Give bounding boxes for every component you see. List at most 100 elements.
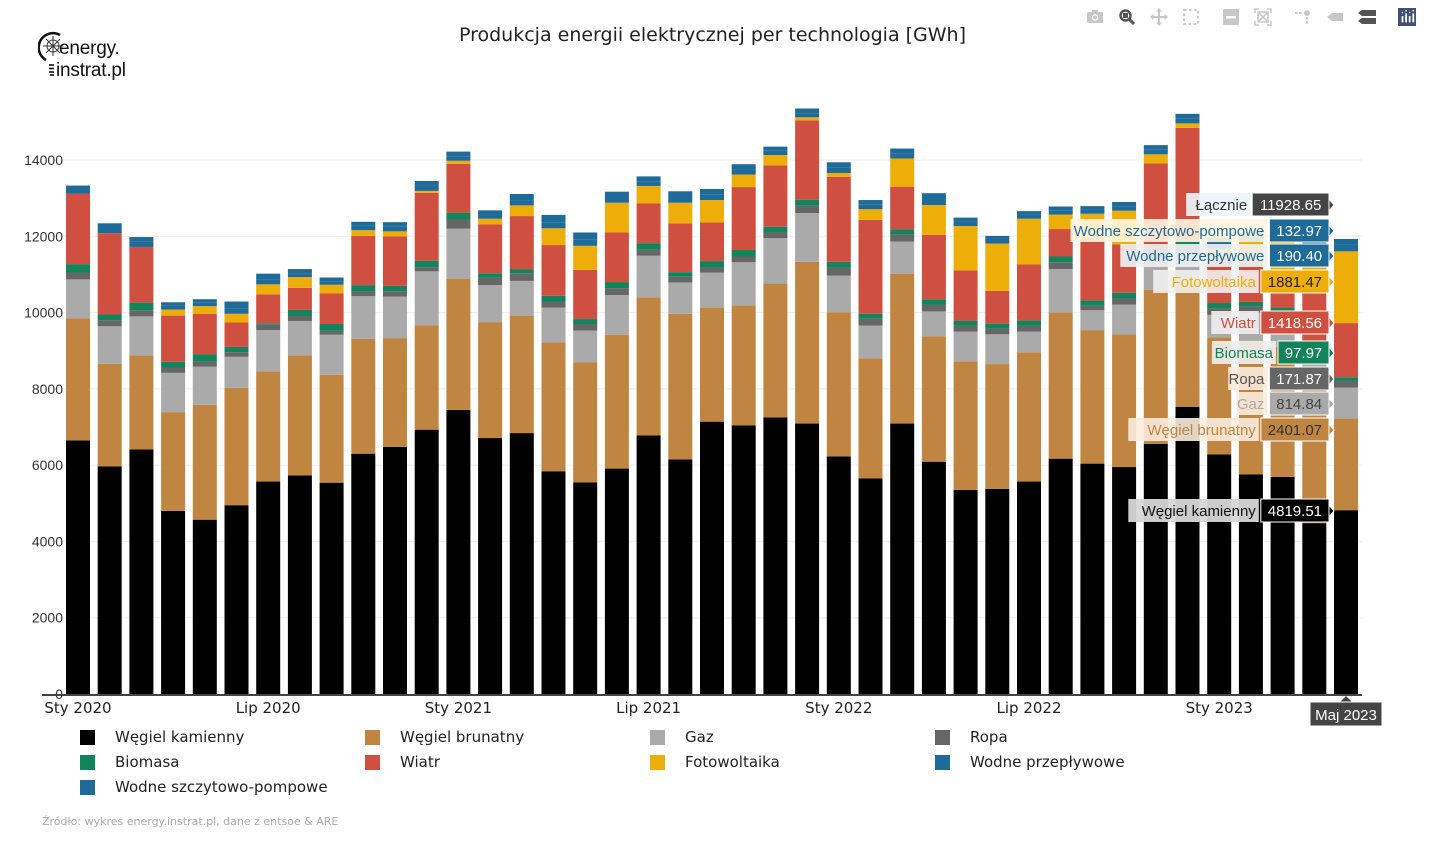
bar-segment[interactable] — [161, 367, 186, 373]
bar-segment[interactable] — [192, 354, 217, 362]
bar-segment[interactable] — [1175, 240, 1200, 247]
bar-segment[interactable] — [604, 202, 629, 233]
bar-segment[interactable] — [224, 505, 249, 694]
bar-segment[interactable] — [224, 313, 249, 323]
bar-segment[interactable] — [731, 250, 756, 257]
bar-segment[interactable] — [414, 267, 439, 272]
bar-segment[interactable] — [890, 153, 915, 159]
bar-segment[interactable] — [573, 269, 598, 320]
camera-icon[interactable] — [1085, 7, 1105, 27]
bar-segment[interactable] — [985, 238, 1010, 244]
bar-segment[interactable] — [541, 245, 566, 296]
bar-segment[interactable] — [921, 205, 946, 235]
bar-stack[interactable] — [97, 223, 122, 694]
bar-stack[interactable] — [668, 191, 693, 694]
bar-segment[interactable] — [446, 151, 471, 157]
bar-segment[interactable] — [858, 358, 883, 479]
bar-segment[interactable] — [763, 232, 788, 239]
zoom-out-icon[interactable] — [1221, 7, 1241, 27]
bar-segment[interactable] — [573, 245, 598, 270]
bar-segment[interactable] — [953, 331, 978, 362]
bar-stack[interactable] — [795, 108, 820, 694]
bar-segment[interactable] — [97, 233, 122, 315]
bar-segment[interactable] — [129, 316, 154, 356]
bar-stack[interactable] — [1302, 236, 1327, 694]
bar-segment[interactable] — [478, 218, 503, 225]
bar-segment[interactable] — [319, 324, 344, 331]
bar-segment[interactable] — [668, 196, 693, 203]
bar-segment[interactable] — [795, 113, 820, 118]
bar-segment[interactable] — [1112, 201, 1137, 207]
bar-segment[interactable] — [1207, 454, 1232, 694]
bar-segment[interactable] — [446, 160, 471, 164]
bar-segment[interactable] — [478, 277, 503, 286]
bar-segment[interactable] — [826, 172, 851, 177]
bar-segment[interactable] — [97, 363, 122, 467]
bar-stack[interactable] — [731, 164, 756, 694]
bar-segment[interactable] — [383, 338, 407, 447]
bar-segment[interactable] — [795, 423, 820, 694]
bar-segment[interactable] — [287, 355, 312, 476]
bar-segment[interactable] — [383, 222, 407, 227]
bar-segment[interactable] — [985, 235, 1010, 239]
legend-item[interactable]: Ropa — [935, 728, 1008, 746]
bar-segment[interactable] — [319, 281, 344, 285]
bar-segment[interactable] — [573, 362, 598, 483]
bar-segment[interactable] — [985, 328, 1010, 335]
bar-segment[interactable] — [1017, 264, 1041, 321]
pan-icon[interactable] — [1149, 7, 1169, 27]
bar-segment[interactable] — [541, 301, 566, 308]
bar-segment[interactable] — [1334, 380, 1358, 388]
bar-segment[interactable] — [858, 325, 883, 359]
bar-segment[interactable] — [604, 295, 629, 335]
bar-segment[interactable] — [763, 155, 788, 166]
bar-segment[interactable] — [478, 322, 503, 439]
bar-stack[interactable] — [319, 277, 344, 694]
bar-segment[interactable] — [478, 214, 503, 219]
bar-segment[interactable] — [351, 291, 376, 297]
bar-segment[interactable] — [985, 334, 1010, 365]
bar-segment[interactable] — [192, 404, 217, 520]
bar-segment[interactable] — [319, 330, 344, 335]
bar-segment[interactable] — [351, 225, 376, 231]
bar-segment[interactable] — [1334, 244, 1358, 252]
bar-segment[interactable] — [224, 308, 249, 314]
bar-segment[interactable] — [351, 338, 376, 454]
bar-segment[interactable] — [795, 205, 820, 214]
bar-segment[interactable] — [763, 165, 788, 227]
legend-item[interactable]: Wodne przepływowe — [935, 753, 1125, 771]
bar-segment[interactable] — [1080, 237, 1105, 301]
bar-segment[interactable] — [287, 269, 312, 274]
bar-segment[interactable] — [573, 330, 598, 363]
bar-segment[interactable] — [161, 315, 186, 362]
bar-segment[interactable] — [446, 219, 471, 229]
bar-segment[interactable] — [668, 272, 693, 277]
bar-stack[interactable] — [953, 217, 978, 694]
bar-segment[interactable] — [763, 283, 788, 418]
bar-segment[interactable] — [161, 361, 186, 368]
bar-segment[interactable] — [573, 324, 598, 331]
bar-segment[interactable] — [224, 387, 249, 506]
bar-segment[interactable] — [1080, 310, 1105, 331]
bar-stack[interactable] — [541, 214, 566, 694]
bar-segment[interactable] — [636, 243, 661, 250]
bar-segment[interactable] — [1334, 377, 1358, 381]
bar-segment[interactable] — [921, 336, 946, 462]
bar-segment[interactable] — [319, 374, 344, 483]
bar-segment[interactable] — [1334, 387, 1358, 419]
bar-segment[interactable] — [1112, 206, 1137, 211]
bar-segment[interactable] — [636, 249, 661, 256]
bar-segment[interactable] — [953, 325, 978, 332]
bar-stack[interactable] — [921, 193, 946, 694]
bar-segment[interactable] — [192, 306, 217, 314]
bar-segment[interactable] — [509, 205, 534, 217]
bar-segment[interactable] — [1238, 301, 1263, 307]
bar-segment[interactable] — [66, 279, 90, 319]
bar-segment[interactable] — [319, 482, 344, 694]
plotly-logo-icon[interactable] — [1397, 7, 1417, 27]
bar-segment[interactable] — [129, 449, 154, 694]
bar-segment[interactable] — [1048, 256, 1073, 263]
bar-segment[interactable] — [1017, 320, 1041, 326]
bar-segment[interactable] — [731, 187, 756, 251]
bar-segment[interactable] — [604, 282, 629, 289]
